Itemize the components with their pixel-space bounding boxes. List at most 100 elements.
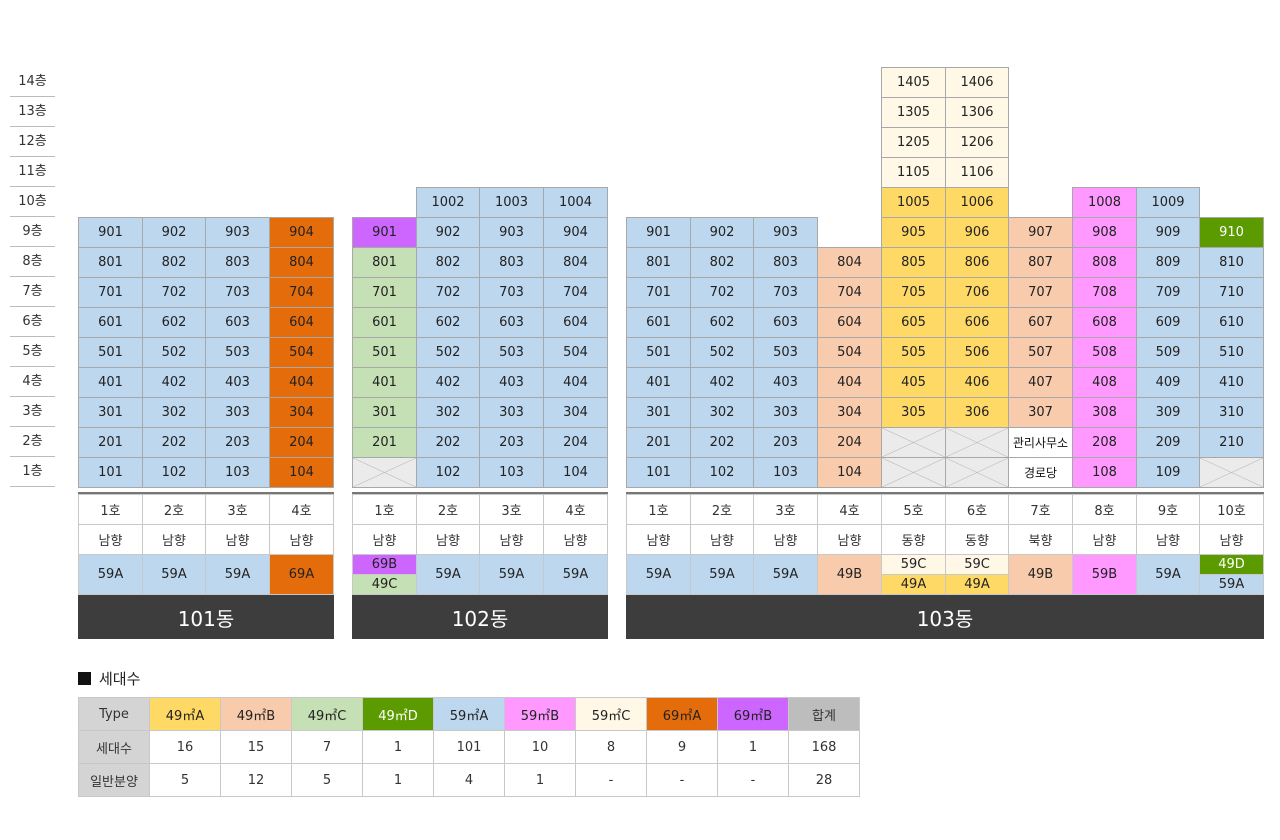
unit-cell: 1405 <box>881 67 946 98</box>
unit-cell: 1008 <box>1072 187 1137 218</box>
floor-label: 5층 <box>10 337 55 367</box>
unit-cell: 604 <box>817 307 882 338</box>
cross-mark-icon <box>946 458 1008 487</box>
row-header-cell: 세대수 <box>78 730 150 764</box>
direction-label: 북향 <box>1008 524 1073 555</box>
unit-cell: 302 <box>690 397 754 428</box>
unit-cell: 303 <box>753 397 818 428</box>
table-cell: 5 <box>149 763 221 797</box>
unit-cell: 709 <box>1136 277 1200 308</box>
unit-cell: 510 <box>1199 337 1264 368</box>
unit-cell: 705 <box>881 277 946 308</box>
type-label: 49A <box>881 574 946 595</box>
table-header-cell: 49㎡C <box>291 697 363 731</box>
type-label: 59A <box>78 554 143 595</box>
legend-title: 세대수 <box>78 668 140 689</box>
type-label: 59C <box>945 554 1009 575</box>
unit-cell: 610 <box>1199 307 1264 338</box>
type-label: 59A <box>479 554 544 595</box>
unit-cell: 508 <box>1072 337 1137 368</box>
unit-cell: 504 <box>269 337 334 368</box>
table-cell: 9 <box>646 730 718 764</box>
unit-cell: 906 <box>945 217 1009 248</box>
unit-cell: 704 <box>543 277 608 308</box>
unit-cell: 503 <box>753 337 818 368</box>
table-cell: 15 <box>220 730 292 764</box>
unit-cell: 305 <box>881 397 946 428</box>
unit-cell: 402 <box>416 367 480 398</box>
unit-cell: 507 <box>1008 337 1073 368</box>
table-cell: 101 <box>433 730 505 764</box>
unit-cell: 604 <box>543 307 608 338</box>
unit-cell: 405 <box>881 367 946 398</box>
unit-cell: 309 <box>1136 397 1200 428</box>
unit-cell: 201 <box>626 427 691 458</box>
unit-cell: 102 <box>142 457 206 488</box>
unit-cell: 1306 <box>945 97 1009 128</box>
unit-cell: 701 <box>626 277 691 308</box>
floor-label: 1층 <box>10 457 55 487</box>
unit-cell: 204 <box>817 427 882 458</box>
unit-cell: 603 <box>753 307 818 338</box>
unit-cell: 103 <box>479 457 544 488</box>
unit-cell: 404 <box>543 367 608 398</box>
unit-cell: 103 <box>753 457 818 488</box>
unit-cell: 501 <box>78 337 143 368</box>
direction-label: 남향 <box>543 524 608 555</box>
unit-cell: 901 <box>626 217 691 248</box>
unit-cell: 803 <box>753 247 818 278</box>
unit-cell: 602 <box>142 307 206 338</box>
unit-cell: 602 <box>690 307 754 338</box>
unit-cell: 905 <box>881 217 946 248</box>
direction-label: 남향 <box>753 524 818 555</box>
type-label: 59C <box>881 554 946 575</box>
direction-label: 동향 <box>881 524 946 555</box>
table-cell: 8 <box>575 730 647 764</box>
unit-cell: 702 <box>690 277 754 308</box>
empty-unit <box>945 457 1009 488</box>
ho-label: 8호 <box>1072 494 1137 525</box>
unit-cell: 403 <box>479 367 544 398</box>
floor-label: 2층 <box>10 427 55 457</box>
unit-cell: 503 <box>205 337 270 368</box>
unit-cell: 803 <box>205 247 270 278</box>
unit-cell: 401 <box>78 367 143 398</box>
ho-label: 5호 <box>881 494 946 525</box>
legend-title-text: 세대수 <box>99 670 141 688</box>
unit-cell: 509 <box>1136 337 1200 368</box>
unit-cell: 301 <box>352 397 417 428</box>
direction-label: 남향 <box>1199 524 1264 555</box>
type-label: 49C <box>352 574 417 595</box>
table-row: 일반분양 5 12 5 1 4 1- - -28 <box>78 763 860 797</box>
unit-cell: 1406 <box>945 67 1009 98</box>
unit-cell: 108 <box>1072 457 1137 488</box>
floor-label: 14층 <box>10 67 55 97</box>
unit-cell: 807 <box>1008 247 1073 278</box>
unit-cell: 404 <box>817 367 882 398</box>
unit-cell: 304 <box>543 397 608 428</box>
table-cell: 4 <box>433 763 505 797</box>
type-label: 59B <box>1072 554 1137 595</box>
unit-cell: 703 <box>753 277 818 308</box>
type-label: 69A <box>269 554 334 595</box>
unit-cell: 308 <box>1072 397 1137 428</box>
unit-cell: 903 <box>479 217 544 248</box>
building-name: 103동 <box>626 595 1264 639</box>
unit-cell: 203 <box>753 427 818 458</box>
floor-label: 4층 <box>10 367 55 397</box>
ho-label: 2호 <box>142 494 206 525</box>
type-label: 49A <box>945 574 1009 595</box>
unit-cell: 606 <box>945 307 1009 338</box>
unit-cell: 101 <box>626 457 691 488</box>
unit-cell: 907 <box>1008 217 1073 248</box>
building-separator <box>626 492 1264 494</box>
unit-cell: 902 <box>142 217 206 248</box>
unit-cell: 904 <box>269 217 334 248</box>
unit-count-table: Type 49㎡A 49㎡B 49㎡C 49㎡D 59㎡A 59㎡B 59㎡C 69㎡A 69㎡B… <box>78 697 860 797</box>
unit-cell: 209 <box>1136 427 1200 458</box>
table-cell: 1 <box>362 763 434 797</box>
unit-cell: 202 <box>142 427 206 458</box>
unit-cell: 707 <box>1008 277 1073 308</box>
unit-cell: 506 <box>945 337 1009 368</box>
floor-label: 12층 <box>10 127 55 157</box>
